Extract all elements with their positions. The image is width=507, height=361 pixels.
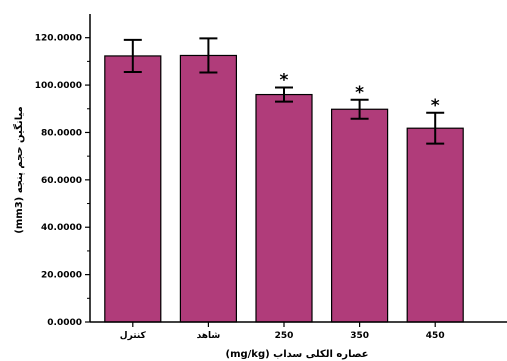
bar-0 [104,55,162,323]
plot-area: کنترل شاهد * 250 * 350 * 450 0.0000 20.0000 40.000… [35,14,507,341]
x-tick-label-3: 350 [350,331,369,341]
y-tick-label-6: 120.0000 [35,34,82,44]
y-axis-title: میانگین حجم پنجه (mm3) [12,106,25,233]
y-tick-label-5: 100.0000 [35,81,82,91]
significance-mark-2: * [280,70,289,90]
significance-mark-4: * [431,96,440,116]
x-tick-label-2: 250 [275,331,294,341]
y-tick-label-2: 40.0000 [41,223,82,233]
bar-2 [255,93,313,323]
bar-4 [406,127,464,323]
bar-3 [331,108,389,323]
y-tick-label-0: 0.0000 [47,318,82,328]
y-tick-label-3: 60.0000 [41,176,82,186]
significance-mark-3: * [355,83,364,103]
x-tick-label-1: شاهد [197,331,221,341]
y-tick-label-1: 20.0000 [41,271,82,281]
x-tick-label-4: 450 [426,331,445,341]
x-tick-label-0: کنترل [120,331,147,341]
x-axis-title: عصاره الکلی سداب (mg/kg) [225,349,368,360]
y-tick-label-4: 80.0000 [41,128,82,138]
bar-1 [179,54,237,323]
